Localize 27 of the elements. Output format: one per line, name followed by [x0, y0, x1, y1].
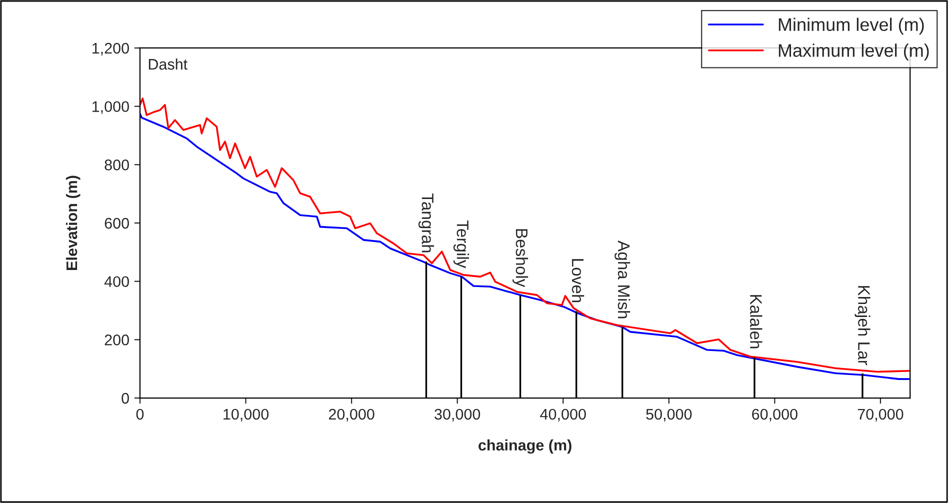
annotation: Khajeh Lar — [854, 286, 870, 366]
x-tick-label: 30,000 — [434, 408, 480, 422]
x-tick-label: 60,000 — [752, 408, 798, 422]
x-tick-label: 70,000 — [858, 408, 904, 422]
y-tick-label: 1,000 — [92, 101, 129, 114]
y-tick-label: 0 — [122, 392, 129, 404]
annotation: Loveh — [572, 259, 584, 302]
annotation: Dasht — [148, 58, 188, 70]
x-tick-label: 50,000 — [646, 408, 692, 422]
annotation: Tergily — [453, 220, 470, 268]
x-tick-label: 10,000 — [224, 408, 269, 422]
x-tick-label: 0 — [136, 408, 144, 420]
y-tick-label: 1,200 — [92, 42, 129, 56]
x-tick-label: 40,000 — [540, 408, 586, 422]
annotation: Tangrah — [418, 194, 434, 252]
x-axis-title: chainage (m) — [478, 439, 572, 454]
legend-label: Maximum level (m) — [778, 44, 929, 60]
y-tick-label: 600 — [104, 218, 129, 229]
annotation: Agha Mish — [614, 240, 630, 318]
x-tick-label: 20,000 — [328, 408, 374, 422]
legend-label: Minimum level (m) — [778, 18, 924, 35]
y-tick-label: 400 — [104, 276, 129, 288]
annotation: Besholy — [512, 229, 528, 288]
y-axis-title: Elevation (m) — [66, 176, 80, 270]
y-tick-label: 800 — [104, 160, 129, 170]
y-tick-label: 200 — [104, 334, 129, 346]
annotation: Kalaleh — [750, 295, 762, 348]
